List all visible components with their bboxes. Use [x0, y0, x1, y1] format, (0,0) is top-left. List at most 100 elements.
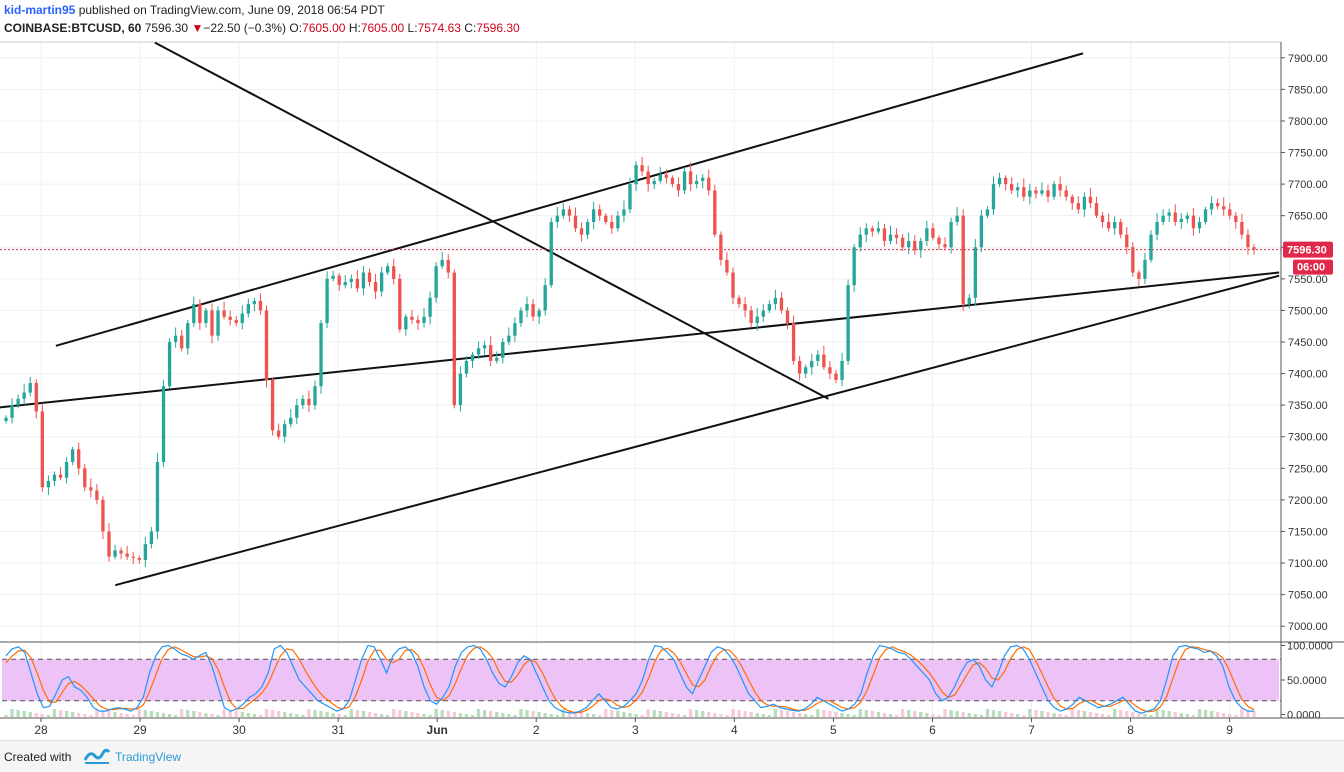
volume-bar [694, 710, 699, 717]
volume-bar [888, 714, 893, 717]
candle-up [925, 228, 929, 241]
candle-down [1131, 247, 1135, 273]
candle-up [525, 304, 529, 311]
volume-bar [1173, 712, 1177, 717]
volume-bar [1076, 710, 1080, 717]
volume-bar [58, 710, 63, 717]
symbol-label[interactable]: COINBASE:BTCUSD, 60 [4, 21, 142, 35]
candle-down [791, 323, 796, 361]
candle-up [313, 386, 317, 406]
time-axis-label: 9 [1226, 723, 1233, 737]
low-label: L: [407, 21, 418, 35]
candle-down [640, 165, 644, 172]
candle-down [355, 278, 360, 289]
volume-bar [840, 713, 844, 717]
volume-bar [670, 713, 675, 717]
candle-up [810, 360, 814, 368]
candle-down [743, 304, 747, 311]
volume-bar [1082, 711, 1087, 717]
candle-up [470, 354, 475, 361]
candle-up [1185, 215, 1190, 219]
candle-down [785, 310, 790, 324]
time-axis-label: 3 [632, 723, 639, 737]
volume-bar [1010, 713, 1014, 717]
candle-down [1076, 203, 1080, 210]
candle-up [804, 367, 808, 374]
candle-down [1125, 234, 1129, 248]
candle-down [713, 190, 717, 235]
volume-bar [713, 713, 717, 717]
volume-bar [743, 711, 747, 717]
candle-down [707, 177, 711, 191]
price-axis-label: 7150.00 [1288, 526, 1328, 538]
candle-up [1112, 222, 1117, 229]
candle-up [16, 398, 20, 406]
time-axis-label: 2 [533, 723, 540, 737]
candle-up [955, 215, 959, 222]
candle-down [646, 171, 650, 185]
volume-bar [137, 709, 141, 717]
volume-bar [77, 713, 81, 717]
volume-bar [804, 714, 808, 717]
candle-down [961, 215, 965, 305]
candle-up [167, 342, 172, 387]
volume-bar [852, 715, 856, 717]
candle-down [719, 234, 723, 260]
candle-up [949, 222, 953, 248]
volume-bar [155, 712, 160, 717]
time-axis-label: 28 [34, 723, 48, 737]
author-link[interactable]: kid-martin95 [4, 3, 76, 17]
volume-bar [476, 709, 481, 717]
candle-down [1222, 206, 1226, 210]
volume-bar [28, 712, 32, 717]
volume-bar [464, 714, 469, 717]
candle-up [1203, 209, 1208, 222]
candle-down [937, 237, 941, 245]
candle-up [816, 354, 820, 361]
candle-up [519, 310, 523, 324]
volume-bar [228, 710, 232, 717]
volume-bar [1234, 715, 1238, 717]
volume-bar [616, 711, 620, 717]
volume-bar [682, 715, 687, 717]
volume-bar [482, 710, 487, 717]
candle-down [894, 234, 899, 238]
candle-up [386, 266, 390, 273]
candle-up [379, 272, 384, 292]
volume-bar [907, 710, 911, 717]
volume-bar [386, 715, 390, 717]
volume-bar [707, 712, 711, 717]
candle-up [1149, 234, 1153, 260]
price-chart[interactable]: 7000.007050.007100.007150.007200.007250.… [0, 0, 1344, 740]
candle-down [131, 556, 135, 558]
candle-down [688, 171, 693, 185]
price-axis-label: 7650.00 [1288, 211, 1328, 223]
candle-up [761, 310, 765, 317]
volume-bar [313, 710, 317, 717]
volume-bar [283, 712, 287, 717]
candle-down [573, 215, 578, 229]
candle-down [567, 209, 572, 216]
candle-up [240, 313, 244, 324]
volume-bar [416, 713, 420, 717]
stoch-axis-label: 0.0000 [1287, 710, 1321, 722]
volume-bar [1058, 714, 1062, 717]
candle-down [452, 272, 456, 406]
tradingview-logo-icon[interactable] [84, 747, 110, 765]
candle-up [658, 174, 662, 181]
tradingview-brand-link[interactable]: TradingView [115, 750, 182, 764]
volume-bar [755, 713, 759, 717]
volume-bar [149, 711, 154, 717]
candle-up [682, 171, 687, 191]
candle-up [852, 247, 856, 286]
volume-bar [46, 715, 51, 717]
candle-down [1106, 222, 1111, 229]
candle-up [283, 424, 287, 437]
candle-down [797, 360, 802, 374]
candle-down [779, 297, 784, 311]
volume-bar [1106, 715, 1111, 717]
candle-up [840, 360, 844, 380]
volume-bar [113, 712, 117, 717]
volume-bar [749, 712, 753, 717]
volume-bar [634, 714, 638, 717]
